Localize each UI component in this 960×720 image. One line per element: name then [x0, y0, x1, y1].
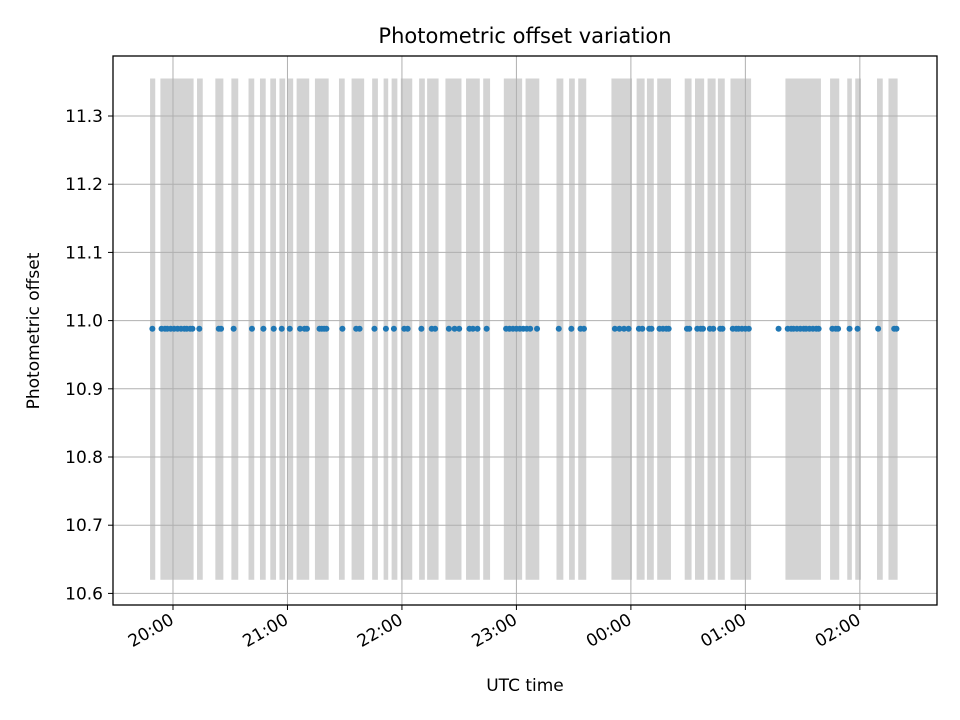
y-axis-ticks: 10.6 10.7 10.8 10.9 11.0 11.1 11.2 11.3	[65, 107, 113, 604]
y-tick-label-0: 10.6	[65, 584, 103, 604]
data-point-14	[218, 325, 225, 332]
data-point-79	[719, 325, 726, 332]
data-point-17	[260, 325, 267, 332]
data-point-28	[339, 325, 346, 332]
data-point-70	[665, 325, 672, 332]
data-point-105	[893, 325, 900, 332]
data-point-66	[648, 325, 655, 332]
data-point-61	[621, 325, 628, 332]
data-point-62	[625, 325, 632, 332]
data-point-55	[555, 325, 562, 332]
data-point-53	[527, 325, 534, 332]
data-point-0	[149, 325, 156, 332]
y-tick-label-1: 10.7	[65, 516, 103, 536]
data-point-41	[456, 325, 463, 332]
data-point-103	[875, 325, 882, 332]
data-point-33	[390, 325, 397, 332]
data-point-36	[418, 325, 425, 332]
data-point-43	[469, 325, 476, 332]
data-point-97	[815, 325, 822, 332]
data-point-86	[775, 325, 782, 332]
y-tick-label-3: 10.9	[65, 380, 103, 400]
data-point-85	[745, 325, 752, 332]
data-point-16	[248, 325, 255, 332]
data-points	[149, 325, 900, 332]
data-point-27	[323, 325, 330, 332]
grid-lines	[113, 56, 937, 605]
data-point-58	[580, 325, 587, 332]
data-point-102	[854, 325, 861, 332]
y-axis-label: Photometric offset	[24, 252, 44, 409]
data-point-75	[700, 325, 707, 332]
y-tick-label-4: 11.0	[65, 312, 103, 332]
data-point-38	[432, 325, 439, 332]
y-tick-label-2: 10.8	[65, 448, 103, 468]
data-point-64	[639, 325, 646, 332]
data-point-12	[196, 325, 203, 332]
data-point-19	[278, 325, 285, 332]
chart-title: Photometric offset variation	[378, 24, 671, 48]
data-point-59	[611, 325, 618, 332]
x-axis-label: UTC time	[486, 676, 564, 696]
data-point-35	[404, 325, 411, 332]
data-point-101	[846, 325, 853, 332]
data-point-100	[835, 325, 842, 332]
data-point-39	[445, 325, 452, 332]
data-point-23	[303, 325, 310, 332]
y-tick-label-6: 11.2	[65, 175, 103, 195]
y-tick-label-5: 11.1	[65, 243, 103, 263]
data-point-40	[451, 325, 458, 332]
data-point-44	[474, 325, 481, 332]
data-point-54	[534, 325, 541, 332]
y-tick-label-7: 11.3	[65, 107, 103, 127]
data-point-60	[616, 325, 623, 332]
data-point-45	[483, 325, 490, 332]
data-point-72	[686, 325, 693, 332]
data-point-56	[568, 325, 575, 332]
data-point-15	[230, 325, 237, 332]
data-point-21	[297, 325, 304, 332]
data-point-32	[382, 325, 389, 332]
data-point-30	[356, 325, 363, 332]
data-point-18	[270, 325, 277, 332]
data-point-77	[710, 325, 717, 332]
data-point-20	[286, 325, 293, 332]
plot-frame	[112, 55, 938, 606]
data-point-31	[371, 325, 378, 332]
data-point-11	[189, 325, 196, 332]
